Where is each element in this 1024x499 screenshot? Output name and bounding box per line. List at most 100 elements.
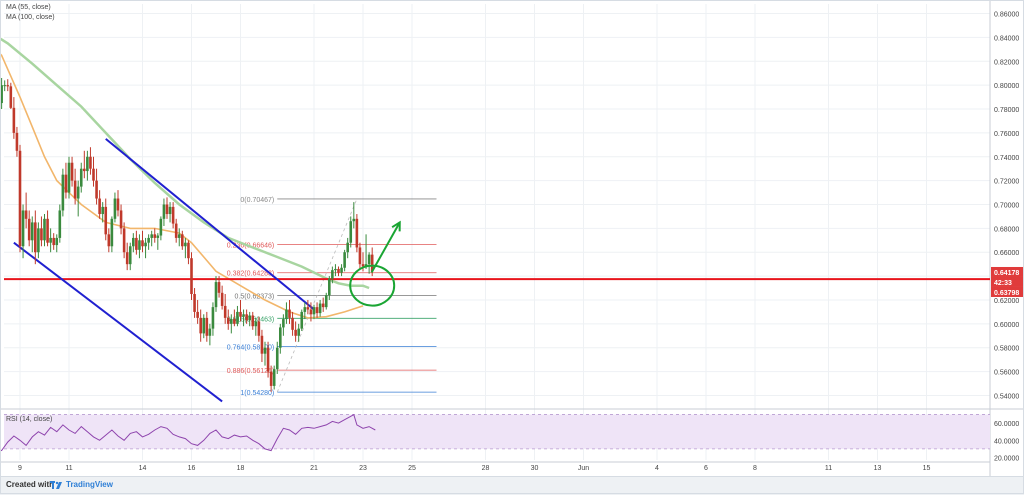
candle-body <box>226 317 230 324</box>
price-tick-label: 0.56000 <box>994 370 1019 377</box>
candle-body <box>168 206 172 215</box>
time-tick-label: 9 <box>18 465 22 472</box>
candle-body <box>205 317 209 336</box>
rsi-line <box>0 413 376 452</box>
candle-body <box>70 162 74 181</box>
candle-body <box>76 186 80 199</box>
candle-body <box>110 218 114 247</box>
candle-body <box>141 240 144 247</box>
time-tick-label: 21 <box>310 465 318 472</box>
price-label-text: 42:33 <box>994 280 1012 287</box>
candle-body <box>318 303 322 314</box>
candle-body <box>193 294 196 312</box>
candle-body <box>43 218 46 241</box>
candle-body <box>135 237 138 250</box>
fib-level-label: 0.5(0.62373) <box>235 294 275 301</box>
candle-body <box>263 347 267 354</box>
candle-body <box>73 180 77 199</box>
candle-body <box>184 242 187 247</box>
candle-body <box>177 234 181 238</box>
ma55-legend: MA (55, close) <box>6 4 51 11</box>
created-with-text: Created with <box>6 480 55 489</box>
bullish-arrow-head <box>391 220 401 232</box>
candle-body <box>202 317 206 334</box>
tradingview-link[interactable]: TradingView <box>66 480 113 489</box>
candle-body <box>230 319 233 324</box>
candle-body <box>58 210 62 238</box>
candle-body <box>297 328 300 336</box>
channel-lower-line <box>13 241 223 403</box>
price-tick-label: 0.62000 <box>994 298 1019 305</box>
time-tick-label: 11 <box>65 465 72 472</box>
candle-body <box>321 303 325 308</box>
candle-body <box>315 307 319 314</box>
candle-body <box>98 198 101 215</box>
candle-body <box>125 252 129 265</box>
candle-body <box>30 222 34 241</box>
candle-body <box>9 86 13 108</box>
time-tick-label: 23 <box>359 465 367 472</box>
candle-body <box>12 107 16 133</box>
fib-level-label: 0.764(0.58100) <box>227 345 274 352</box>
candle-body <box>279 327 282 348</box>
rsi-legend: RSI (14, close) <box>6 416 53 423</box>
candle-body <box>361 264 365 267</box>
price-tick-label: 0.68000 <box>994 226 1019 233</box>
candle-body <box>248 315 251 321</box>
candle-body <box>89 156 92 169</box>
time-tick-label: 13 <box>874 465 882 472</box>
candle-body <box>239 311 242 317</box>
candle-body <box>37 228 40 253</box>
price-tick-label: 0.70000 <box>994 203 1019 210</box>
candle-body <box>294 329 297 336</box>
price-tick-label: 0.84000 <box>994 35 1019 42</box>
candle-body <box>309 309 313 315</box>
price-tick-label: 0.78000 <box>994 107 1019 114</box>
price-label-box <box>991 286 1024 297</box>
candle-body <box>21 210 25 247</box>
candle-body <box>0 85 3 104</box>
candle-body <box>159 218 163 236</box>
price-tick-label: 0.58000 <box>994 346 1019 353</box>
price-tick-label: 0.82000 <box>994 59 1019 66</box>
price-label-text: 0.64178 <box>994 270 1019 277</box>
candle-body <box>285 309 288 320</box>
candle-body <box>132 237 135 247</box>
candle-body <box>24 210 28 219</box>
candle-body <box>165 204 169 215</box>
price-tick-label: 0.54000 <box>994 393 1019 400</box>
candle-body <box>288 309 291 318</box>
highlight-circle <box>349 264 396 307</box>
price-tick-label: 0.66000 <box>994 250 1019 257</box>
candle-body <box>150 234 153 238</box>
time-tick-label: 18 <box>237 465 245 472</box>
ma100-legend: MA (100, close) <box>6 14 55 21</box>
candle-body <box>138 240 141 250</box>
candle-body <box>83 168 86 172</box>
time-tick-label: 8 <box>753 465 757 472</box>
time-tick-label: 30 <box>531 465 539 472</box>
candle-body <box>214 282 218 308</box>
candle-body <box>95 180 98 199</box>
price-tick-label: 0.60000 <box>994 322 1019 329</box>
candle-body <box>257 321 261 336</box>
time-tick-label: 6 <box>704 465 708 472</box>
candle-body <box>92 168 95 181</box>
channel-upper-line <box>105 138 315 311</box>
candle-body <box>104 206 108 235</box>
candle-body <box>324 295 328 308</box>
candle-body <box>86 156 89 172</box>
candle-body <box>34 222 37 253</box>
ma100-line <box>0 37 370 290</box>
candle-body <box>358 247 362 265</box>
candle-body <box>245 314 248 321</box>
candle-body <box>242 314 245 317</box>
candle-body <box>174 223 178 238</box>
candle-body <box>181 234 184 247</box>
candle-body <box>346 242 349 253</box>
candle-body <box>196 311 199 318</box>
candle-body <box>233 319 236 324</box>
candle-body <box>306 307 310 310</box>
